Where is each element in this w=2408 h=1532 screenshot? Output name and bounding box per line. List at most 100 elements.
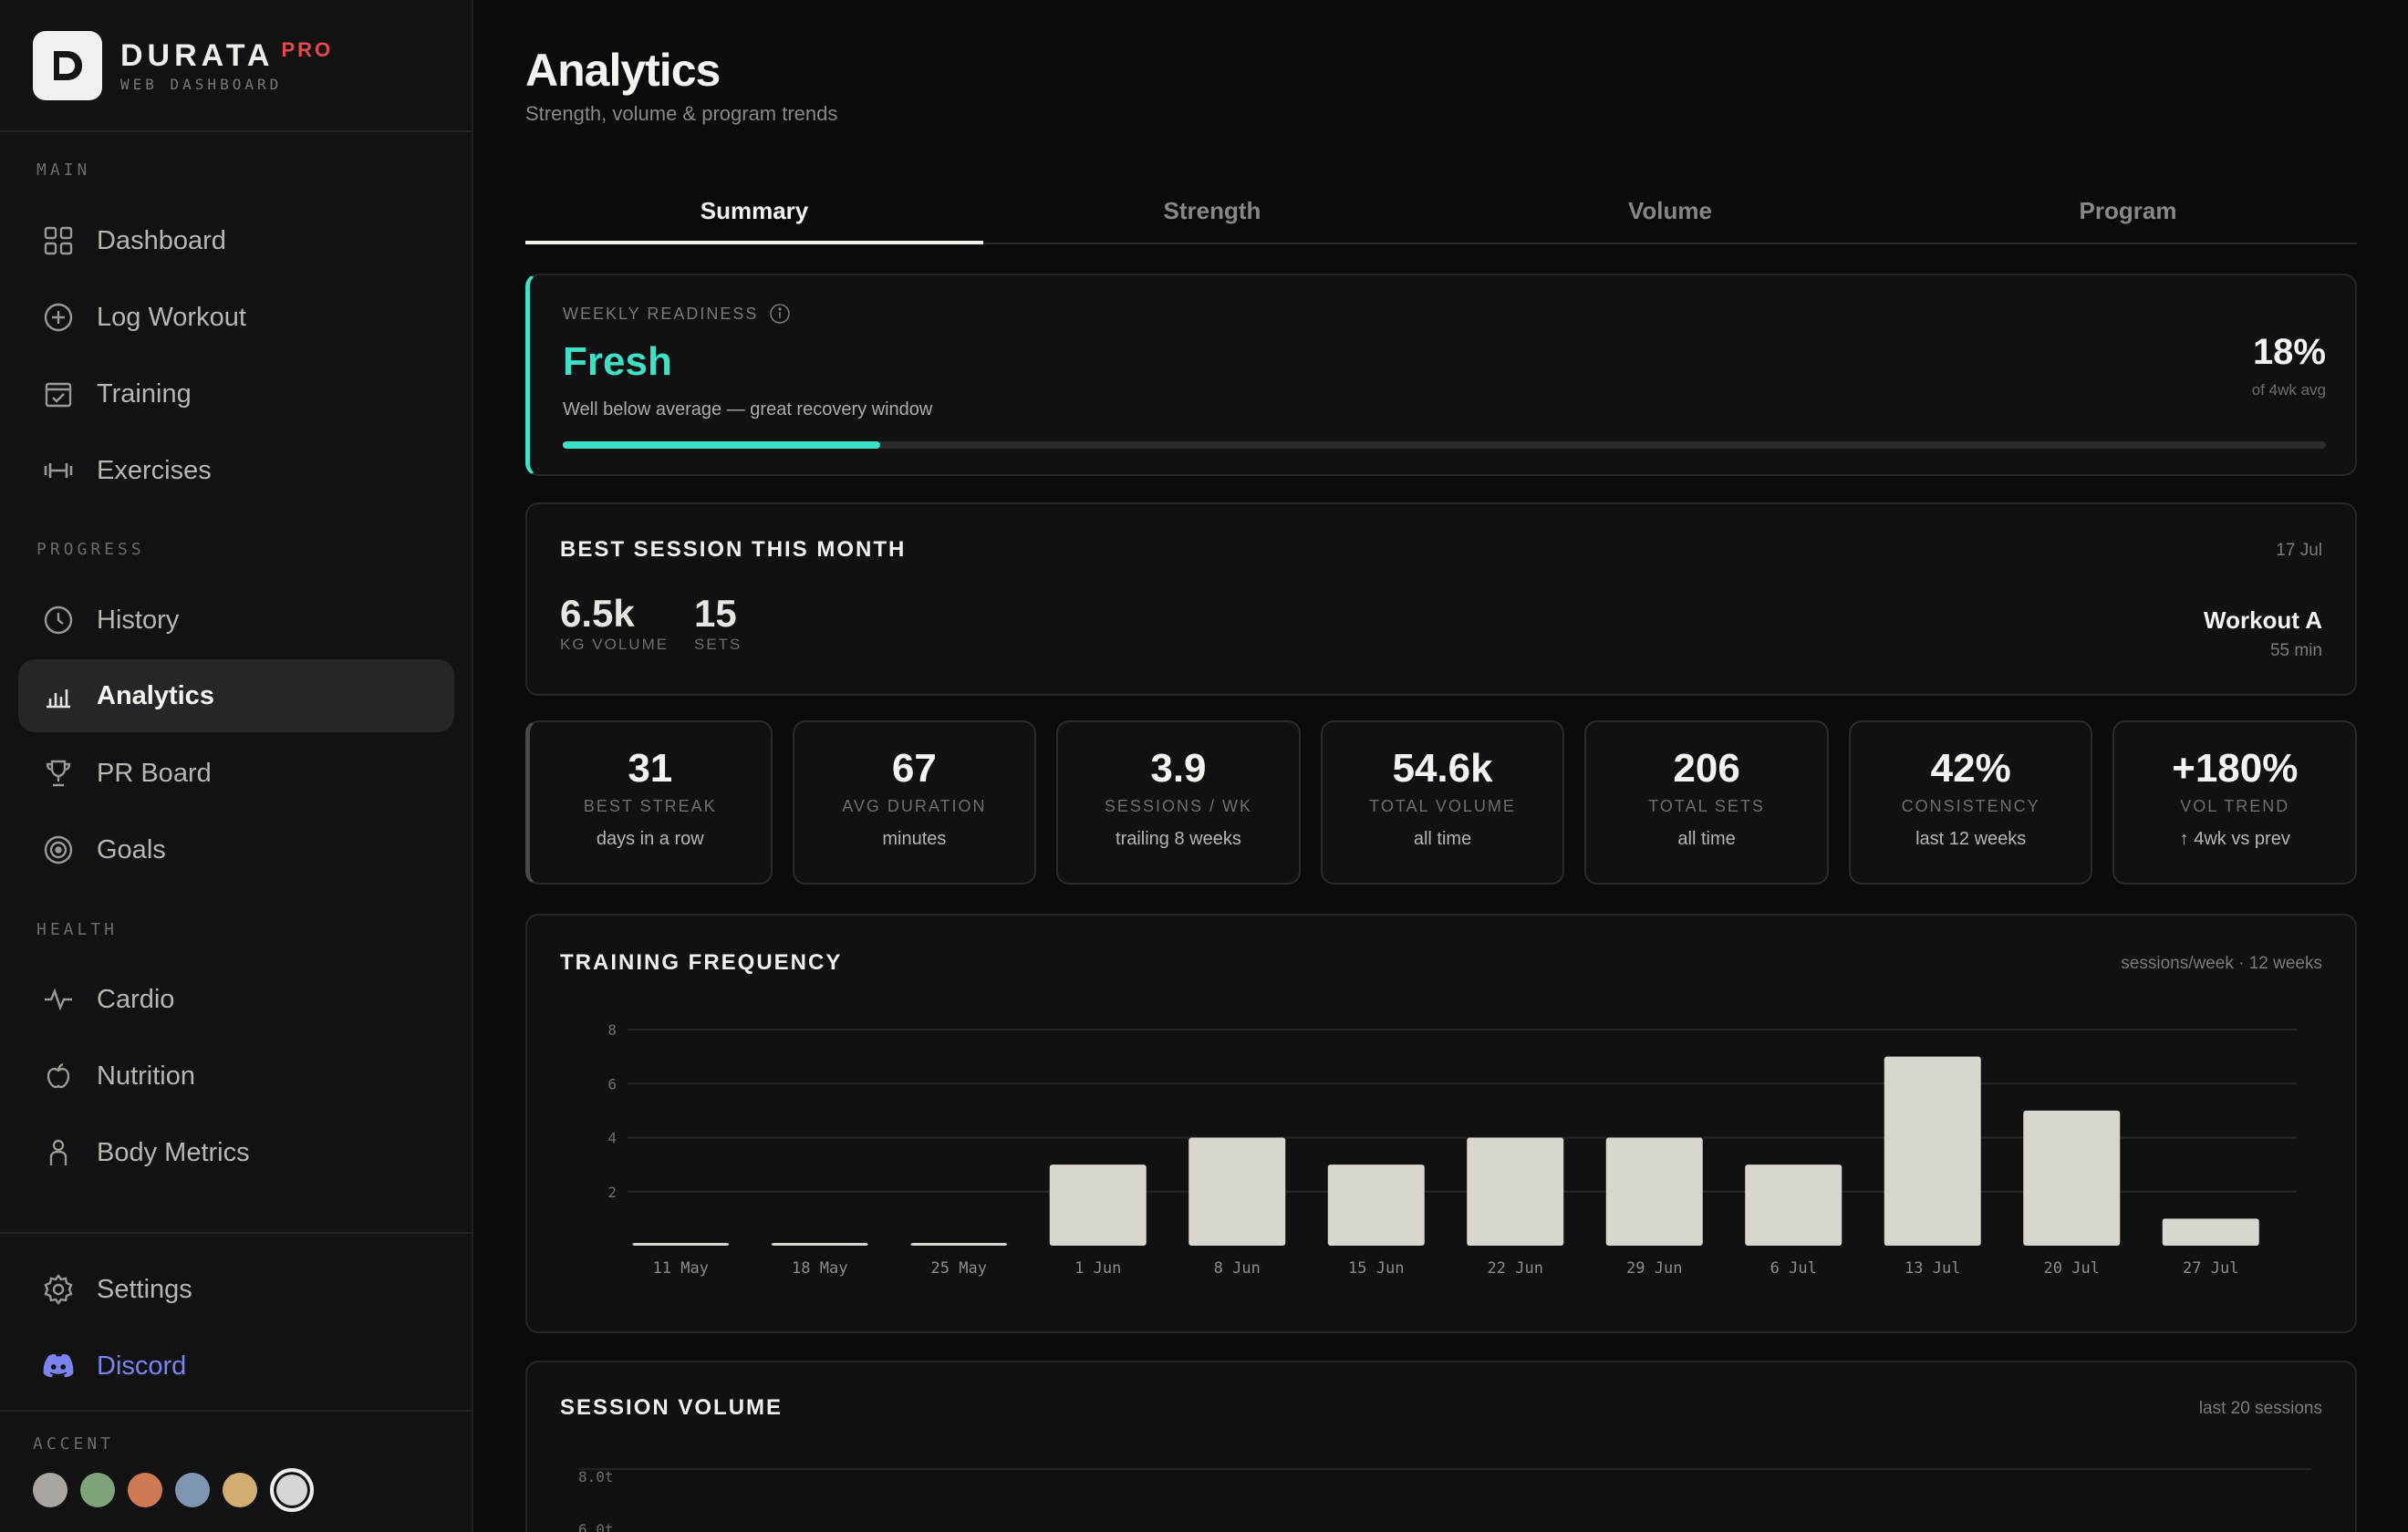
best-session-title: BEST SESSION THIS MONTH (560, 537, 907, 562)
session-volume-meta: last 20 sessions (2198, 1399, 2322, 1418)
stat-value: 31 (628, 746, 673, 791)
bar[interactable] (632, 1243, 730, 1246)
x-tick-label: 22 Jun (1488, 1259, 1543, 1278)
tab-summary[interactable]: Summary (525, 182, 983, 244)
sidebar-item-label: Settings (97, 1274, 192, 1304)
stat-tile-total-volume: 54.6k TOTAL VOLUME all time (1320, 720, 1565, 885)
best-session-volume: 6.5k (560, 592, 635, 635)
readiness-description: Well below average — great recovery wind… (563, 399, 933, 419)
stat-sub: last 12 weeks (1915, 829, 2027, 849)
sidebar-item-label: Discord (97, 1351, 187, 1381)
stat-sub: minutes (882, 829, 947, 849)
brand: DURATA PRO WEB DASHBOARD (0, 0, 472, 132)
sidebar-item-cardio[interactable]: Cardio (18, 963, 454, 1036)
sidebar-item-dashboard[interactable]: Dashboard (18, 204, 454, 277)
bar[interactable] (1605, 1137, 1703, 1247)
sidebar-item-label: Log Workout (97, 302, 246, 332)
readiness-progress-fill (563, 441, 880, 449)
bar-chart-icon (42, 679, 75, 712)
sidebar-item-exercises[interactable]: Exercises (18, 434, 454, 507)
page-title: Analytics (525, 45, 721, 96)
grid-icon (42, 224, 75, 257)
sidebar-item-label: History (97, 605, 180, 635)
stat-value: +180% (2172, 746, 2299, 791)
logo[interactable] (33, 30, 102, 100)
brand-subtitle: WEB DASHBOARD (120, 75, 283, 93)
tab-volume[interactable]: Volume (1628, 197, 1712, 224)
sidebar-item-training[interactable]: Training (18, 357, 454, 430)
accent-swatch[interactable] (33, 1473, 67, 1507)
stat-tile-best-streak: 31 BEST STREAK days in a row (525, 720, 773, 885)
readiness-kicker: WEEKLY READINESS (563, 304, 759, 323)
page-subtitle: Strength, volume & program trends (525, 102, 838, 125)
sidebar-item-label: Dashboard (97, 225, 226, 255)
stat-sub: trailing 8 weeks (1116, 829, 1241, 849)
y-tick-label: 6.0t (578, 1521, 614, 1532)
stat-sub: days in a row (596, 829, 704, 849)
stat-sub: all time (1413, 829, 1472, 849)
sidebar-item-pr-board[interactable]: PR Board (18, 737, 454, 810)
sidebar-item-discord[interactable]: Discord (18, 1330, 454, 1403)
sidebar-item-log-workout[interactable]: Log Workout (18, 281, 454, 354)
brand-name: DURATA (120, 37, 275, 73)
stat-value: 54.6k (1392, 746, 1493, 791)
x-tick-label: 29 Jun (1626, 1259, 1682, 1278)
person-icon (42, 1136, 75, 1169)
bar[interactable] (1049, 1165, 1147, 1246)
info-icon[interactable] (769, 303, 791, 325)
best-session-volume-label: KG VOLUME (560, 636, 669, 653)
accent-swatch[interactable] (80, 1473, 115, 1507)
tab-program[interactable]: Program (2079, 197, 2177, 224)
stat-value: 3.9 (1150, 746, 1207, 791)
stat-sub: all time (1677, 829, 1736, 849)
accent-swatch[interactable] (128, 1473, 162, 1507)
apple-icon (42, 1060, 75, 1092)
stat-tile-sessions-per-week: 3.9 SESSIONS / WK trailing 8 weeks (1056, 720, 1301, 885)
stat-tile-vol-trend: +180% VOL TREND ↑ 4wk vs prev (2112, 720, 2358, 885)
training-frequency-chart: 2 4 6 8 11 May 18 May 25 May 1 Jun 8 Jun 15 Jun 22… (607, 1021, 2297, 1278)
stat-sub: ↑ 4wk vs prev (2179, 829, 2290, 849)
sidebar-item-label: Body Metrics (97, 1137, 250, 1167)
bar[interactable] (1327, 1165, 1425, 1246)
training-frequency-meta: sessions/week · 12 weeks (2121, 954, 2322, 973)
stat-label: VOL TREND (2180, 797, 2290, 815)
dumbbell-icon (42, 454, 75, 487)
bar[interactable] (1745, 1165, 1842, 1246)
sidebar-item-label: Exercises (97, 455, 212, 485)
bar[interactable] (2162, 1218, 2259, 1246)
accent-swatch[interactable] (223, 1473, 257, 1507)
bar[interactable] (2023, 1110, 2121, 1246)
stat-tile-total-sets: 206 TOTAL SETS all time (1584, 720, 1829, 885)
x-tick-label: 8 Jun (1214, 1259, 1261, 1278)
stat-label: BEST STREAK (583, 797, 717, 815)
sidebar-item-label: Analytics (97, 680, 214, 710)
sidebar-item-analytics[interactable]: Analytics (18, 659, 454, 732)
sidebar-item-settings[interactable]: Settings (18, 1253, 454, 1326)
tab-bar: Summary Strength Volume Program (525, 182, 2357, 244)
stat-value: 42% (1930, 746, 2011, 791)
section-label-accent: ACCENT (33, 1434, 115, 1454)
bar[interactable] (1188, 1137, 1286, 1247)
accent-swatch[interactable] (175, 1473, 210, 1507)
y-tick-label: 2 (607, 1184, 617, 1201)
accent-swatch-selected[interactable] (270, 1468, 314, 1512)
bar[interactable] (1467, 1137, 1564, 1247)
bar[interactable] (1884, 1056, 1981, 1246)
training-frequency-title: TRAINING FREQUENCY (560, 950, 843, 975)
sidebar-item-history[interactable]: History (18, 584, 454, 657)
plus-circle-icon (42, 301, 75, 334)
best-session-card: BEST SESSION THIS MONTH 17 Jul 6.5k KG V… (525, 502, 2357, 696)
sidebar-item-label: Nutrition (97, 1061, 195, 1091)
y-tick-label: 4 (607, 1130, 617, 1147)
stat-tiles: 31 BEST STREAK days in a row 67 AVG DURA… (525, 720, 2358, 885)
tab-strength[interactable]: Strength (1163, 197, 1261, 224)
bar[interactable] (771, 1243, 868, 1246)
sidebar-item-goals[interactable]: Goals (18, 813, 454, 886)
clock-icon (42, 604, 75, 637)
x-tick-label: 11 May (653, 1259, 709, 1278)
bar[interactable] (910, 1243, 1008, 1246)
readiness-card: WEEKLY READINESS Fresh Well below averag… (525, 274, 2357, 476)
sidebar-item-body-metrics[interactable]: Body Metrics (18, 1116, 454, 1189)
sidebar-item-nutrition[interactable]: Nutrition (18, 1040, 454, 1113)
sidebar-item-label: Cardio (97, 984, 175, 1014)
